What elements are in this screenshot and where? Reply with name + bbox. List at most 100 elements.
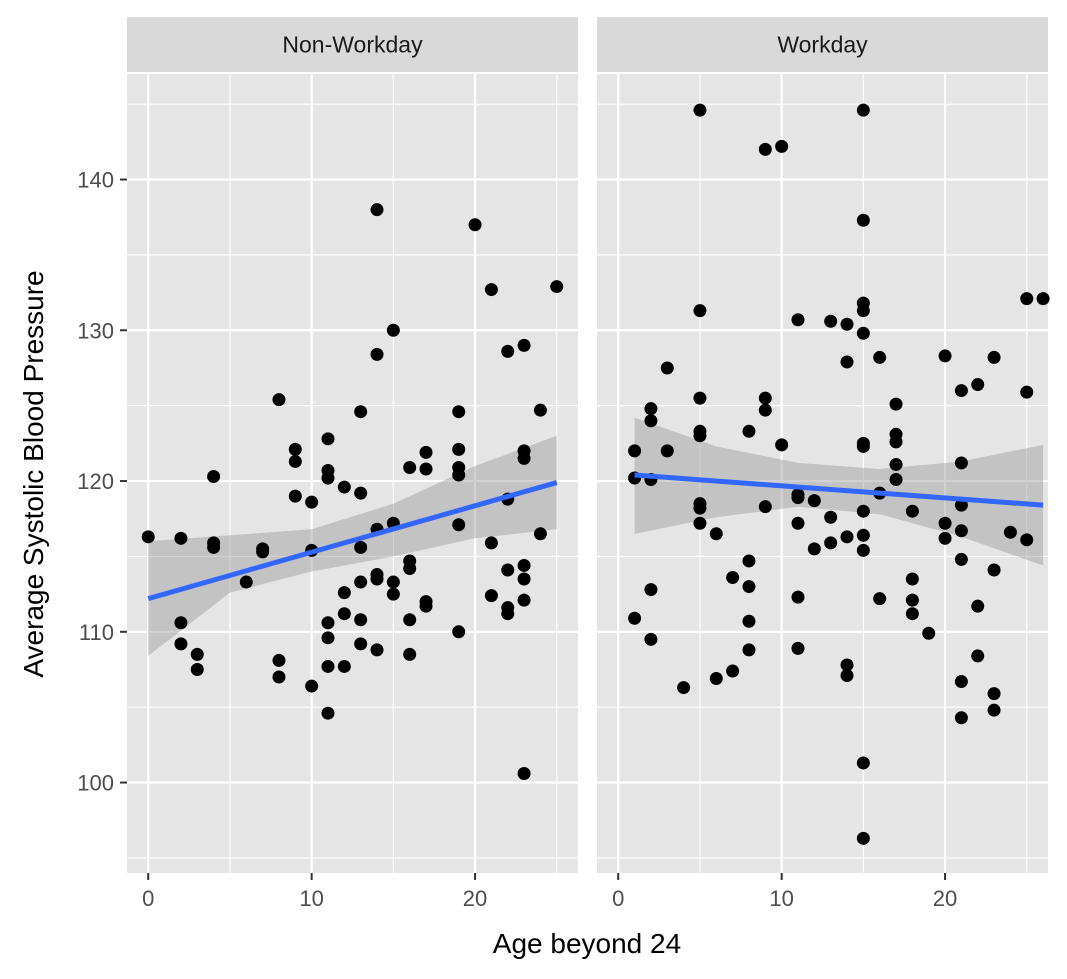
data-point	[354, 575, 368, 589]
data-point	[791, 641, 805, 655]
data-point	[742, 643, 756, 657]
data-point	[824, 536, 838, 550]
data-point	[337, 659, 351, 673]
data-point	[856, 831, 870, 845]
x-axis-title: Age beyond 24	[493, 928, 681, 959]
data-point	[954, 498, 968, 512]
facet-strip	[597, 17, 1048, 72]
data-point	[840, 355, 854, 369]
data-point	[174, 637, 188, 651]
data-point	[873, 592, 887, 606]
data-point	[321, 706, 335, 720]
data-point	[807, 494, 821, 508]
data-point	[644, 414, 658, 428]
data-point	[256, 545, 270, 559]
x-tick-label: 20	[463, 886, 487, 911]
data-point	[954, 675, 968, 689]
data-point	[775, 438, 789, 452]
data-point	[644, 632, 658, 646]
data-point	[644, 402, 658, 416]
data-point	[288, 454, 302, 468]
data-point	[954, 524, 968, 538]
y-axis: 100 110 120 130 140	[77, 168, 127, 796]
data-point	[709, 527, 723, 541]
x-tick-label: 10	[769, 886, 793, 911]
data-point	[190, 647, 204, 661]
data-point	[742, 424, 756, 438]
data-point	[207, 540, 221, 554]
data-point	[550, 280, 564, 294]
data-point	[742, 554, 756, 568]
data-point	[693, 304, 707, 318]
data-point	[905, 607, 919, 621]
data-point	[856, 326, 870, 340]
data-point	[824, 314, 838, 328]
data-point	[1020, 292, 1034, 306]
y-axis-title: Average Systolic Blood Pressure	[18, 270, 49, 677]
data-point	[628, 444, 642, 458]
data-point	[840, 317, 854, 331]
data-point	[644, 583, 658, 597]
data-point	[272, 653, 286, 667]
data-point	[987, 563, 1001, 577]
data-point	[452, 468, 466, 482]
data-point	[174, 616, 188, 630]
y-tick-label: 140	[77, 168, 114, 193]
data-point	[840, 669, 854, 683]
regression-line	[147, 480, 558, 602]
data-point	[386, 575, 400, 589]
data-point	[190, 662, 204, 676]
x-tick-label: 20	[933, 886, 957, 911]
data-point	[370, 643, 384, 657]
data-point	[354, 613, 368, 627]
data-point	[905, 504, 919, 518]
data-point	[370, 572, 384, 586]
data-point	[693, 501, 707, 515]
data-point	[354, 637, 368, 651]
data-point	[419, 445, 433, 459]
data-point	[709, 672, 723, 686]
data-point	[791, 590, 805, 604]
confidence-ribbon	[148, 435, 557, 656]
x-axes: 0 10 20 0 10 20	[142, 873, 957, 911]
data-point	[386, 587, 400, 601]
data-point	[272, 670, 286, 684]
data-point	[305, 679, 319, 693]
data-point	[337, 480, 351, 494]
data-point	[452, 518, 466, 532]
data-point	[971, 378, 985, 392]
data-point	[758, 500, 772, 514]
data-point	[370, 203, 384, 217]
data-point	[840, 530, 854, 544]
data-point	[758, 142, 772, 156]
data-point	[452, 442, 466, 456]
data-point	[207, 470, 221, 484]
panel-background	[127, 74, 578, 873]
data-point	[856, 439, 870, 453]
data-point	[337, 586, 351, 600]
data-point	[1036, 292, 1050, 306]
data-point	[807, 542, 821, 556]
data-point	[370, 347, 384, 361]
data-point	[856, 304, 870, 318]
data-point	[693, 103, 707, 117]
data-point	[403, 561, 417, 575]
data-point	[889, 435, 903, 449]
data-point	[987, 703, 1001, 717]
panels-layer: Non-Workday Workday	[127, 17, 1050, 873]
data-point	[775, 139, 789, 153]
data-point	[905, 572, 919, 586]
data-point	[938, 531, 952, 545]
data-point	[791, 516, 805, 530]
data-point	[905, 593, 919, 607]
data-point	[693, 516, 707, 530]
data-point	[660, 444, 674, 458]
data-point	[938, 516, 952, 530]
data-point	[693, 391, 707, 405]
x-tick-label: 0	[142, 886, 154, 911]
data-point	[403, 460, 417, 474]
panel-workday: Workday	[597, 17, 1050, 873]
y-tick-label: 130	[77, 318, 114, 343]
data-point	[987, 687, 1001, 701]
